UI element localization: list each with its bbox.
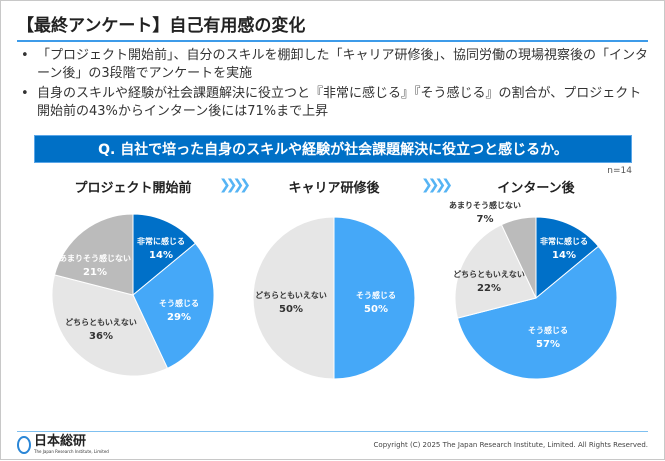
arrow-icon: ❯❯❯❯ [219,177,251,193]
pie-slice [333,216,416,380]
logo-subtitle: The Japan Research Institute, Limited [34,449,109,454]
footer-divider [17,431,648,432]
slice-label: あまりそう感じない [59,253,131,263]
title-divider [17,40,648,42]
slide-title: 【最終アンケート】自己有用感の変化 [17,16,306,36]
pie-slice [535,216,600,300]
copyright: Copyright (C) 2025 The Japan Research In… [373,441,648,449]
slice-label: そう感じる [159,298,199,308]
slice-label: そう感じる [528,325,568,335]
slice-value: 7% [477,214,494,225]
arrow-icon: ❯❯❯❯ [421,177,453,193]
slice-value: 14% [552,250,576,261]
slice-value: 21% [83,267,107,278]
pie-slice [454,224,537,319]
pie-slice [252,216,335,380]
logo-mark-icon [17,435,31,454]
slice-value: 50% [279,304,303,315]
slice-label: どちらともいえない [453,269,525,279]
slice-label: 非常に感じる [540,236,588,246]
slice-label: そう感じる [356,290,396,300]
pie-slice [53,213,134,296]
slice-label: あまりそう感じない [449,200,521,210]
slice-value: 36% [89,331,113,342]
logo-name: 日本総研 [34,434,87,449]
bullet-2: • 自身のスキルや経験が社会課題解決に役立つと『非常に感じる』『そう感じる』の割合… [21,86,642,119]
pie-title-career: キャリア研修後 [288,181,380,196]
slice-value: 57% [536,339,560,350]
company-logo: 日本総研 The Japan Research Institute, Limit… [17,435,109,454]
slice-value: 29% [167,312,191,323]
pie-slice [51,274,169,377]
pie-slice [456,245,618,380]
slice-label: 非常に感じる [137,236,185,246]
pie-title-before: プロジェクト開始前 [74,181,192,196]
slice-value: 14% [149,250,173,261]
pie-slice [132,213,197,297]
slice-label: どちらともいえない [255,290,327,300]
slice-value: 50% [364,304,388,315]
question-banner: Q. 自社で培った自身のスキルや経験が社会課題解決に役立つと感じるか。 [34,135,632,163]
bullet-1: • 「プロジェクト開始前」、自分のスキルを棚卸した「キャリア研修後」、協同労働の現… [21,48,649,81]
pie-slice [500,216,537,299]
sample-size: n=14 [607,166,632,176]
slice-value: 22% [477,283,501,294]
pie-title-intern: インターン後 [497,181,575,196]
slice-label: どちらともいえない [65,317,137,327]
